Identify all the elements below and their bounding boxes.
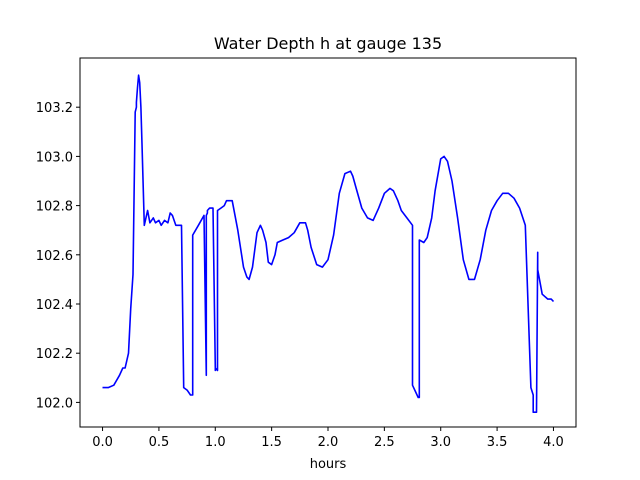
x-tick-label: 4.0 — [543, 435, 564, 450]
y-axis-ticks: 102.0 102.2 102.4 102.6 102.8 103.0 103.2 — [36, 101, 80, 411]
x-tick-label: 1.0 — [205, 435, 226, 450]
y-tick-label: 103.0 — [36, 150, 73, 165]
plot-area — [102, 74, 555, 414]
y-tick-label: 102.8 — [36, 200, 73, 215]
x-axis-ticks: 0.0 0.5 1.0 1.5 2.0 2.5 3.0 3.5 4.0 — [92, 427, 564, 450]
chart-title: Water Depth h at gauge 135 — [214, 34, 442, 53]
y-tick-label: 102.4 — [36, 298, 73, 313]
x-tick-label: 3.0 — [430, 435, 451, 450]
x-axis-label: hours — [310, 457, 347, 472]
x-tick-label: 2.0 — [318, 435, 339, 450]
x-tick-label: 1.5 — [261, 435, 282, 450]
x-tick-label: 3.5 — [487, 435, 508, 450]
y-tick-label: 102.6 — [36, 249, 73, 264]
series-line — [102, 74, 555, 414]
x-tick-label: 2.5 — [374, 435, 395, 450]
axes-frame — [79, 57, 577, 428]
y-tick-label: 102.2 — [36, 347, 73, 362]
x-tick-label: 0.5 — [149, 435, 170, 450]
y-tick-label: 103.2 — [36, 101, 73, 116]
y-tick-label: 102.0 — [36, 396, 73, 411]
x-tick-label: 0.0 — [92, 435, 113, 450]
